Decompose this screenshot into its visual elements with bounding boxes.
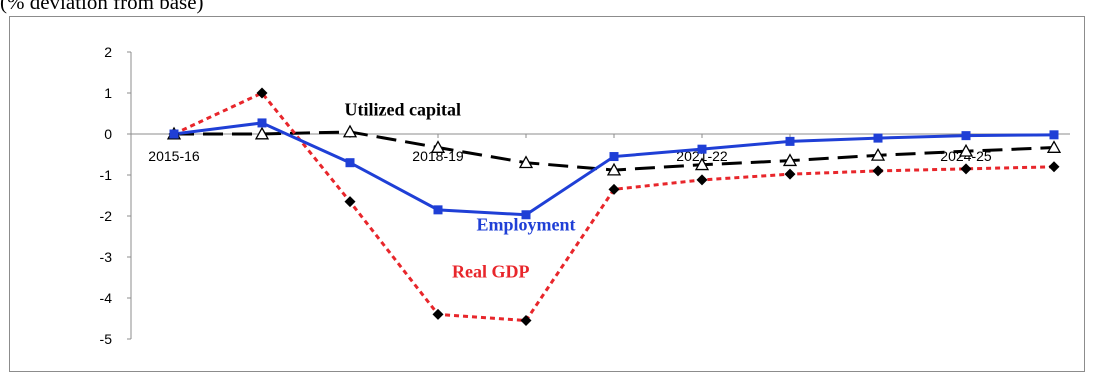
data-point-real-gdp [344,196,356,208]
y-tick-label: -4 [100,290,113,306]
y-tick-label: 0 [104,126,112,142]
data-point-employment [257,118,267,128]
x-tick-label: 2021-22 [676,148,728,164]
data-point-utilized-capital [518,155,534,169]
data-point-real-gdp [784,168,796,180]
data-point-employment [521,210,531,220]
data-point-utilized-capital [870,147,886,161]
chart-title: (% deviation from base) [0,0,204,14]
data-point-utilized-capital [342,124,358,138]
data-point-utilized-capital [694,157,710,171]
data-point-real-gdp [432,308,444,320]
data-point-real-gdp [1048,161,1060,173]
data-point-employment [697,144,707,154]
x-tick-label: 2018-19 [412,148,464,164]
y-tick-label: -5 [100,331,113,347]
series-label-employment: Employment [477,214,576,234]
data-point-real-gdp [696,174,708,186]
data-point-real-gdp [608,183,620,195]
data-point-utilized-capital [254,126,270,140]
y-tick-label: -2 [100,208,113,224]
series-label-real-gdp: Real GDP [452,262,529,282]
data-point-utilized-capital [430,140,446,153]
data-point-employment [785,136,795,146]
data-point-employment [609,152,619,162]
data-point-utilized-capital [1046,140,1062,153]
data-point-utilized-capital [782,153,798,167]
y-tick-label: 2 [104,44,112,60]
y-tick-label: -3 [100,249,113,265]
data-point-employment [1049,130,1059,140]
data-point-real-gdp [960,163,972,175]
data-point-employment [169,129,179,139]
series-markers [166,87,1062,327]
series-annotations: Real GDP Employment Utilized capital [345,100,576,282]
y-tick-labels: 2 1 0 -1 -2 -3 -4 -5 [100,44,113,347]
plot-frame [9,16,1085,372]
data-point-real-gdp [872,165,884,177]
y-tick-label: -1 [100,167,113,183]
data-point-utilized-capital [958,143,974,157]
series-label-utilized-capital: Utilized capital [345,100,461,120]
y-tick-label: 1 [104,85,112,101]
axes [127,51,1070,340]
series-line-real-gdp [173,91,1055,323]
data-point-employment [345,158,355,168]
data-point-real-gdp [520,315,532,327]
data-point-utilized-capital [606,162,622,176]
data-point-employment [873,133,883,143]
data-point-employment [961,131,971,141]
x-tick-label: 2015-16 [148,148,200,164]
series-lines [173,91,1055,323]
data-point-employment [433,205,443,215]
data-point-real-gdp [256,87,268,99]
